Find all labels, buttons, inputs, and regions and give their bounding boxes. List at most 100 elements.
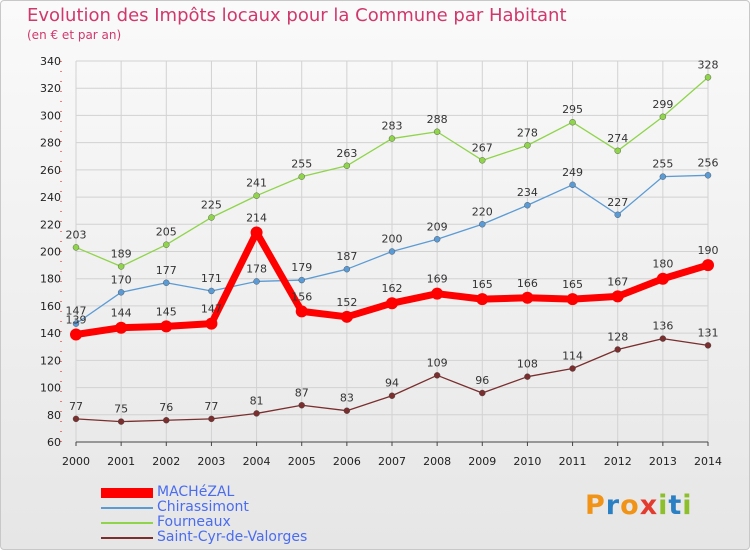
data-point [343, 407, 351, 414]
x-tick-label: 2008 [423, 455, 451, 468]
data-point [72, 320, 80, 327]
data-point [163, 417, 170, 424]
legend-swatch [101, 507, 153, 509]
logo-letter: i [658, 490, 669, 521]
y-tick-label: 60 [47, 436, 61, 449]
chart-title: Evolution des Impôts locaux pour la Comm… [27, 5, 567, 26]
data-point [343, 162, 351, 169]
data-label: 169 [427, 273, 448, 286]
data-label: 77 [69, 400, 83, 413]
y-tick-label: 100 [40, 382, 61, 395]
y-tick-label: 240 [40, 191, 61, 204]
data-point [70, 328, 82, 341]
data-label: 234 [517, 186, 538, 199]
data-point [659, 335, 667, 342]
data-label: 96 [475, 374, 489, 387]
data-point [521, 291, 534, 304]
data-label: 189 [111, 247, 132, 260]
data-point [704, 172, 712, 179]
data-label: 77 [204, 400, 218, 413]
data-label: 241 [246, 177, 267, 190]
data-label: 274 [607, 132, 628, 145]
data-point [208, 287, 215, 295]
data-label: 128 [607, 330, 628, 343]
data-point [117, 263, 125, 270]
data-point [115, 321, 128, 334]
logo-letter: P [585, 490, 606, 521]
data-label: 156 [291, 290, 312, 303]
data-label: 152 [336, 296, 357, 309]
data-point [524, 202, 531, 209]
data-label: 139 [66, 314, 87, 327]
data-point [343, 265, 351, 273]
x-tick-label: 2014 [694, 455, 722, 468]
data-point [298, 276, 305, 284]
data-point [117, 418, 125, 425]
data-point [431, 287, 444, 300]
legend-swatch [101, 488, 153, 498]
data-point [702, 259, 714, 272]
chart-subtitle: (en € et par an) [27, 28, 122, 42]
data-point [163, 241, 170, 248]
data-point [566, 293, 579, 306]
data-point [611, 290, 624, 303]
data-point [117, 289, 125, 296]
x-tick-label: 2007 [378, 455, 406, 468]
x-tick-label: 2005 [288, 455, 316, 468]
legend-label: MACHéZAL [157, 484, 235, 500]
data-label: 170 [111, 273, 132, 286]
y-tick-label: 320 [40, 82, 61, 95]
data-point [208, 214, 215, 221]
logo-letter: r [605, 490, 621, 521]
data-point [298, 173, 305, 180]
data-point [524, 373, 531, 380]
data-label: 278 [517, 126, 538, 139]
data-point [163, 279, 170, 286]
data-label: 114 [562, 350, 583, 363]
data-point [388, 248, 396, 255]
x-tick-label: 2006 [333, 455, 361, 468]
data-point [160, 320, 173, 333]
y-tick-label: 160 [40, 300, 61, 313]
data-point [253, 410, 260, 417]
data-label: 328 [698, 58, 719, 71]
data-label: 167 [607, 275, 628, 288]
y-tick-label: 180 [40, 273, 61, 286]
x-tick-label: 2010 [513, 455, 541, 468]
y-tick-label: 260 [40, 164, 61, 177]
data-label: 131 [698, 326, 719, 339]
data-label: 108 [517, 358, 538, 371]
data-label: 288 [427, 113, 448, 126]
data-point [656, 272, 669, 285]
data-point [704, 342, 712, 349]
data-point [479, 389, 486, 397]
x-tick-label: 2012 [604, 455, 632, 468]
data-point [388, 392, 396, 399]
data-label: 165 [562, 278, 583, 291]
logo-letter: i [682, 490, 693, 521]
data-label: 214 [246, 211, 267, 224]
data-label: 81 [250, 394, 264, 407]
data-label: 147 [66, 305, 87, 318]
y-tick-label: 300 [40, 109, 61, 122]
data-label: 94 [385, 377, 399, 390]
legend-label: Chirassimont [157, 499, 249, 515]
y-tick-label: 280 [40, 137, 61, 150]
y-tick-label: 80 [47, 409, 61, 422]
data-point [298, 402, 305, 409]
data-label: 147 [201, 303, 222, 316]
x-tick-label: 2013 [649, 455, 677, 468]
data-point [614, 147, 621, 155]
data-point [479, 221, 486, 228]
data-point [205, 317, 218, 330]
data-label: 187 [336, 250, 357, 263]
data-label: 255 [291, 158, 312, 171]
data-label: 144 [111, 307, 132, 320]
logo-letter: o [620, 490, 640, 521]
x-tick-label: 2011 [559, 455, 587, 468]
data-label: 190 [698, 244, 719, 257]
data-point [659, 173, 667, 180]
data-label: 145 [156, 305, 177, 318]
